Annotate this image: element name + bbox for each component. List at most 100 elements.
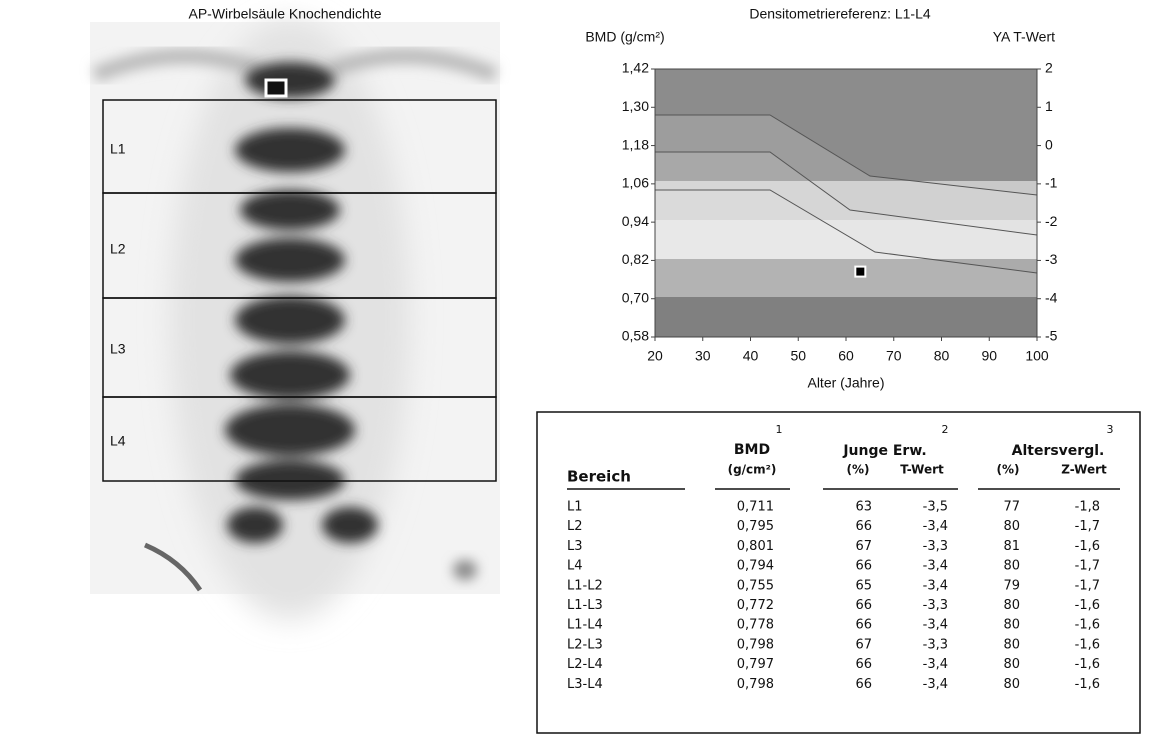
header: Bereich: [567, 468, 631, 486]
header: BMD: [734, 442, 770, 458]
table-cell: 67: [855, 539, 872, 554]
table-cell: L1-L4: [567, 618, 603, 633]
y2-tick-label: -3: [1045, 251, 1058, 267]
region-label: L4: [110, 433, 126, 449]
table-cell: 80: [1003, 559, 1020, 574]
table-cell: -1,6: [1075, 637, 1100, 652]
table-cell: 0,778: [737, 618, 774, 633]
x-tick-label: 90: [981, 348, 997, 364]
table-cell: 0,772: [737, 598, 774, 613]
table-cell: -3,3: [923, 598, 948, 613]
table-cell: 80: [1003, 657, 1020, 672]
table-cell: L2: [567, 519, 583, 534]
table-cell: L1: [567, 500, 583, 515]
table-cell: 66: [855, 519, 872, 534]
table-cell: 77: [1003, 500, 1020, 515]
y-axis-title: BMD (g/cm²): [585, 29, 664, 45]
table-cell: 0,801: [737, 539, 774, 554]
header: T-Wert: [900, 463, 944, 477]
table-cell: -1,8: [1075, 500, 1100, 515]
y-tick-label: 1,30: [622, 98, 649, 114]
table-cell: 0,798: [737, 637, 774, 652]
table-cell: -1,7: [1075, 559, 1100, 574]
x-tick-label: 30: [695, 348, 711, 364]
table-cell: L1-L3: [567, 598, 603, 613]
spine-scan: [90, 20, 500, 620]
y2-tick-label: -2: [1045, 213, 1058, 229]
table-cell: 66: [855, 618, 872, 633]
table-cell: L3: [567, 539, 583, 554]
header: Junge Erw.: [842, 443, 926, 459]
table-cell: L2-L4: [567, 657, 603, 672]
header: (%): [997, 463, 1020, 477]
table-cell: -3,4: [923, 677, 948, 692]
table-cell: 66: [855, 657, 872, 672]
table-cell: -3,4: [923, 519, 948, 534]
footnote-mark: 2: [942, 423, 949, 436]
x-tick-label: 60: [838, 348, 854, 364]
y-tick-label: 0,82: [622, 251, 649, 267]
x-tick-label: 80: [934, 348, 950, 364]
table-cell: L4: [567, 559, 583, 574]
table-cell: -1,6: [1075, 598, 1100, 613]
header: Z-Wert: [1061, 463, 1107, 477]
table-cell: L3-L4: [567, 677, 603, 692]
table-cell: -1,6: [1075, 657, 1100, 672]
y2-tick-label: -1: [1045, 175, 1058, 191]
table-cell: 67: [855, 637, 872, 652]
header: Altersvergl.: [1012, 443, 1105, 459]
y-tick-label: 1,18: [622, 136, 649, 152]
table-cell: 80: [1003, 519, 1020, 534]
table-cell: -3,4: [923, 559, 948, 574]
table-cell: -1,6: [1075, 677, 1100, 692]
region-label: L3: [110, 341, 126, 357]
y2-axis-title: YA T-Wert: [993, 29, 1055, 45]
y2-tick-label: -5: [1045, 328, 1058, 344]
table-cell: 80: [1003, 598, 1020, 613]
y-tick-label: 0,70: [622, 289, 649, 305]
scan-title: AP-Wirbelsäule Knochendichte: [189, 6, 382, 22]
table-cell: 66: [855, 559, 872, 574]
y2-tick-label: -4: [1045, 289, 1058, 305]
table-cell: -3,3: [923, 539, 948, 554]
y-tick-label: 0,94: [622, 213, 649, 229]
table-cell: -3,4: [923, 657, 948, 672]
table-cell: 66: [855, 677, 872, 692]
table-cell: 65: [855, 578, 872, 593]
table-cell: 0,755: [737, 578, 774, 593]
y-tick-label: 1,06: [622, 175, 649, 191]
x-axis-title: Alter (Jahre): [807, 375, 884, 391]
table-cell: 0,797: [737, 657, 774, 672]
chart-title: Densitometriereferenz: L1-L4: [749, 6, 931, 22]
footnote-mark: 3: [1107, 423, 1114, 436]
y-tick-label: 1,42: [622, 60, 649, 76]
region-label: L1: [110, 141, 126, 157]
table-cell: 80: [1003, 677, 1020, 692]
table-cell: 79: [1003, 578, 1020, 593]
y2-tick-label: 0: [1045, 136, 1053, 152]
x-tick-label: 100: [1025, 348, 1049, 364]
x-tick-label: 20: [647, 348, 663, 364]
reference-bands: [655, 69, 1037, 337]
report: AP-Wirbelsäule Knochendichte L1 L2 L3 L4…: [0, 0, 1159, 744]
table-cell: -1,7: [1075, 519, 1100, 534]
table-cell: 63: [855, 500, 872, 515]
patient-marker: [855, 267, 865, 277]
table-cell: 0,794: [737, 559, 774, 574]
table-cell: -3,4: [923, 618, 948, 633]
region-label: L2: [110, 241, 126, 257]
table-cell: 80: [1003, 618, 1020, 633]
x-tick-label: 50: [790, 348, 806, 364]
y2-tick-label: 1: [1045, 98, 1053, 114]
table-cell: -1,6: [1075, 618, 1100, 633]
table-cell: 66: [855, 598, 872, 613]
header: (g/cm²): [728, 463, 777, 477]
table-cell: L2-L3: [567, 637, 603, 652]
table-cell: L1-L2: [567, 578, 603, 593]
y2-tick-label: 2: [1045, 60, 1053, 76]
header: (%): [847, 463, 870, 477]
table-cell: 0,795: [737, 519, 774, 534]
footnote-mark: 1: [776, 423, 783, 436]
table-cell: 0,711: [737, 500, 774, 515]
table-cell: 0,798: [737, 677, 774, 692]
